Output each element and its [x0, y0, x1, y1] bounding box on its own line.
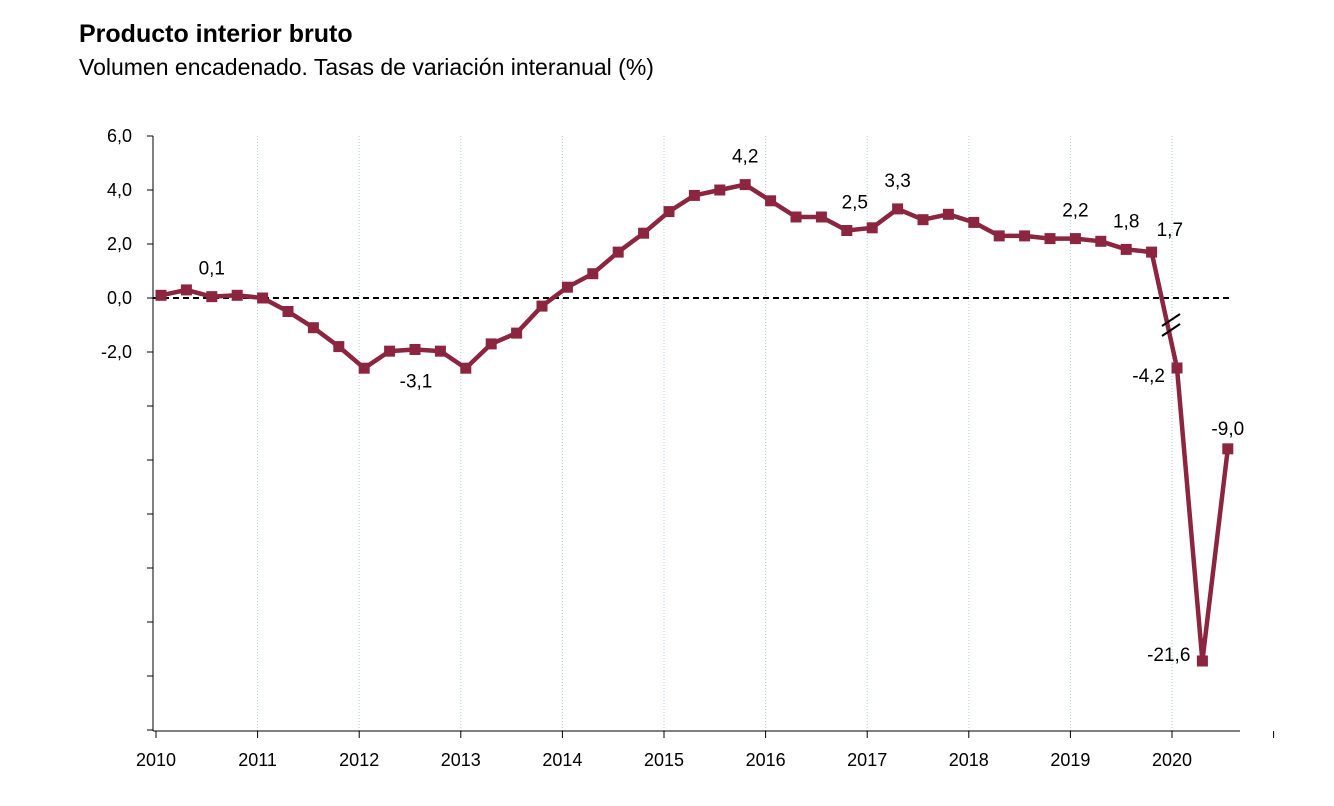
data-point [612, 246, 624, 258]
data-label: 0,1 [199, 259, 225, 280]
data-point [815, 211, 827, 223]
axis-break-marker [1161, 313, 1181, 327]
data-point [942, 208, 954, 220]
x-tick-label-2013: 2013 [441, 750, 481, 770]
data-point [1171, 362, 1183, 374]
data-point [460, 362, 472, 374]
data-point [561, 281, 573, 293]
chart-title: Producto interior bruto [79, 20, 353, 48]
axis-break-marker [1161, 323, 1181, 337]
data-label: -9,0 [1211, 419, 1244, 440]
data-point [892, 203, 904, 215]
data-point [638, 227, 650, 239]
data-point [765, 195, 777, 207]
x-tick-label-2015: 2015 [644, 750, 684, 770]
data-point [257, 292, 269, 304]
data-point [358, 362, 370, 374]
data-point [282, 306, 294, 317]
data-point [1095, 235, 1107, 247]
data-point [485, 338, 497, 350]
x-tick-label-2019: 2019 [1050, 750, 1090, 770]
data-point [206, 291, 218, 303]
data-point [434, 345, 446, 357]
data-point [155, 289, 167, 301]
data-point [333, 341, 345, 353]
data-point [714, 184, 726, 196]
y-tick-label: 2,0 [107, 234, 132, 254]
x-tick-label-2014: 2014 [542, 750, 582, 770]
data-point [1120, 243, 1132, 255]
data-point [1069, 233, 1081, 245]
y-tick-label: 6,0 [107, 126, 132, 146]
y-tick-label: -2,0 [101, 342, 132, 362]
data-point [917, 214, 929, 226]
x-tick-label-2011: 2011 [238, 750, 277, 770]
data-point [180, 284, 192, 296]
x-tick-label-2012: 2012 [339, 750, 379, 770]
data-point [231, 289, 243, 301]
data-point [866, 222, 878, 234]
data-point [307, 322, 319, 334]
data-label: 2,5 [842, 193, 868, 214]
data-label: -3,1 [400, 371, 433, 392]
data-point [1146, 246, 1158, 258]
data-point [688, 189, 700, 201]
data-point [1044, 233, 1056, 245]
data-point [384, 345, 396, 357]
data-point [536, 300, 548, 312]
x-tick-label-2018: 2018 [949, 750, 989, 770]
y-tick-label: 0,0 [107, 288, 132, 308]
data-label: 2,2 [1062, 201, 1088, 222]
data-point [1222, 443, 1234, 455]
data-point [511, 327, 523, 339]
data-point [968, 216, 980, 228]
data-point [993, 230, 1005, 242]
data-point [409, 343, 421, 355]
data-label: 3,3 [884, 171, 910, 192]
chart-subtitle: Volumen encadenado. Tasas de variación i… [79, 54, 654, 80]
series-line-pib [160, 182, 1231, 664]
data-point [790, 211, 802, 223]
data-label: 1,7 [1157, 220, 1183, 241]
x-tick-label-2010: 2010 [136, 750, 176, 770]
y-tick-label: 4,0 [107, 180, 132, 200]
data-point [587, 268, 599, 280]
data-point [1019, 230, 1031, 242]
data-point [841, 225, 853, 236]
x-tick-label-2020: 2020 [1152, 750, 1192, 770]
data-point [663, 206, 675, 218]
data-point [1196, 655, 1208, 667]
data-label: 1,8 [1113, 211, 1139, 232]
x-tick-label-2017: 2017 [847, 750, 887, 770]
x-tick-label-2016: 2016 [746, 750, 786, 770]
data-label: -4,2 [1132, 366, 1165, 387]
data-label: 4,2 [732, 147, 758, 168]
data-label: -21,6 [1147, 645, 1190, 666]
data-point [739, 179, 751, 191]
